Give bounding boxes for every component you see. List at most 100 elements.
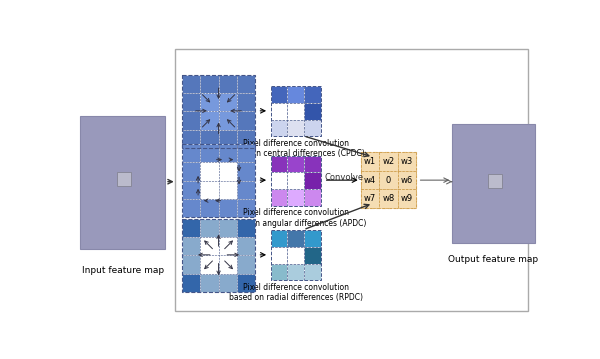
Bar [200,75,218,93]
Text: Input feature map: Input feature map [82,266,164,275]
Bar [218,255,237,274]
Bar [182,199,200,217]
Bar [237,130,255,148]
Bar [182,181,200,199]
Bar [304,189,320,206]
Bar [200,199,218,217]
Text: w9: w9 [401,194,413,203]
Bar [271,230,287,247]
Text: Pixel difference convolution
based on radial differences (RPDC): Pixel difference convolution based on ra… [229,283,362,302]
Bar [271,172,287,189]
Text: w8: w8 [382,194,394,203]
Bar [200,130,218,148]
Text: w3: w3 [401,157,413,166]
Bar [271,155,287,172]
Bar [200,93,218,111]
Bar [218,93,237,111]
Text: Output feature map: Output feature map [448,255,538,264]
Bar [287,172,304,189]
Bar [237,162,255,181]
Bar [200,255,218,274]
Bar [218,162,237,181]
Bar [182,274,200,292]
Bar [271,86,287,103]
Bar [271,247,287,264]
Text: Pixel difference convolution
based on angular differences (APDC): Pixel difference convolution based on an… [225,208,366,228]
Bar [237,274,255,292]
Text: w1: w1 [364,157,376,166]
Bar [287,189,304,206]
Bar [218,75,237,93]
Text: w2: w2 [382,157,394,166]
Bar [304,86,320,103]
Bar [182,75,255,148]
Bar [218,130,237,148]
Bar [361,153,379,171]
Bar [218,181,237,199]
Bar [287,155,304,172]
Bar [182,255,200,274]
Bar [182,111,200,130]
Bar [182,237,200,255]
Bar [304,264,320,280]
Bar [218,111,237,130]
Bar [200,144,218,162]
Bar [271,189,287,206]
Bar [182,219,200,237]
Bar [287,247,304,264]
Bar [237,75,255,93]
Bar [379,190,398,208]
Bar [271,103,287,120]
Bar [361,153,416,208]
Bar [237,181,255,199]
Bar [200,219,218,237]
Bar [80,116,165,249]
Bar [200,181,218,199]
Bar [237,255,255,274]
Bar [218,199,237,217]
Bar [304,120,320,136]
Bar [182,130,200,148]
Bar [452,124,535,243]
Bar [287,230,304,247]
Bar [304,155,320,172]
Bar [218,144,237,162]
Bar [200,111,218,130]
Bar [200,237,218,255]
Bar [287,86,304,103]
Bar [237,219,255,237]
Bar [237,93,255,111]
Bar [237,111,255,130]
Text: Pixel difference convolution
based on central differences (CPDC): Pixel difference convolution based on ce… [226,139,365,158]
Bar [200,274,218,292]
Bar [237,199,255,217]
Bar [304,247,320,264]
Bar [361,190,379,208]
Bar [237,144,255,162]
Bar [287,120,304,136]
Text: w4: w4 [364,176,376,185]
Bar [361,171,379,190]
Bar [287,103,304,120]
Bar [304,230,320,247]
Bar [287,264,304,280]
Bar [182,219,255,292]
Bar [398,171,416,190]
Text: w7: w7 [364,194,376,203]
Text: w6: w6 [401,176,413,185]
Bar [379,171,398,190]
Bar [200,162,218,181]
Bar [488,174,502,188]
Bar [271,86,320,136]
Bar [237,237,255,255]
Bar [379,153,398,171]
Bar [304,172,320,189]
Bar [218,219,237,237]
Bar [118,172,131,186]
Bar [182,93,200,111]
Bar [271,155,320,206]
Bar [271,230,320,280]
Bar [271,264,287,280]
Bar [271,120,287,136]
Bar [182,75,200,93]
